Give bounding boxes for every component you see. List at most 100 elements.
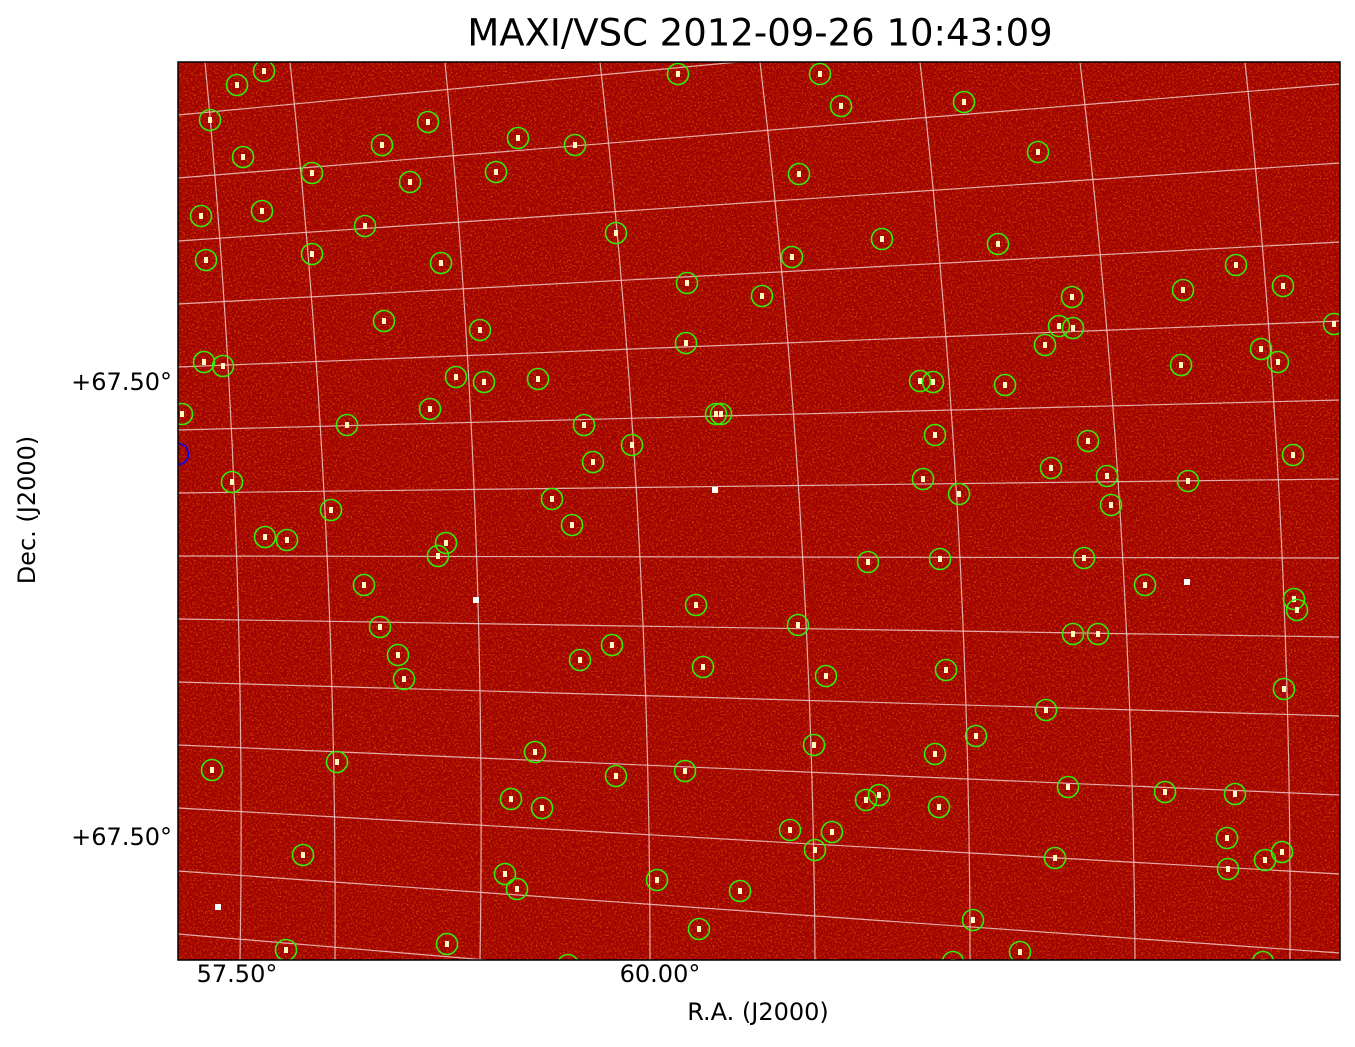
- source-circle: [472, 370, 496, 394]
- source-spot: [503, 871, 507, 877]
- source-circle: [934, 658, 958, 682]
- source-circle: [1047, 314, 1071, 338]
- source-spot: [509, 796, 513, 802]
- source-circle: [291, 843, 315, 867]
- source-circle: [911, 467, 935, 491]
- source-circle: [927, 795, 951, 819]
- source-circle: [1061, 622, 1085, 646]
- source-spot: [210, 767, 214, 773]
- source-spot: [880, 236, 884, 242]
- source-spot: [1105, 473, 1109, 479]
- source-circle: [563, 133, 587, 157]
- source-spot: [877, 792, 881, 798]
- source-circle: [808, 62, 832, 86]
- source-spot: [788, 827, 792, 833]
- grid-line: [178, 478, 1340, 494]
- source-circle: [604, 764, 628, 788]
- source-circle: [392, 667, 416, 691]
- source-spot: [830, 829, 834, 835]
- source-spot: [516, 135, 520, 141]
- source-spot: [712, 487, 718, 493]
- source-spot: [454, 374, 458, 380]
- source-spot: [694, 602, 698, 608]
- source-circle: [1153, 780, 1177, 804]
- source-spot: [582, 422, 586, 428]
- grid-line: [178, 933, 494, 960]
- source-circle: [1282, 587, 1306, 611]
- source-circle: [557, 953, 579, 960]
- source-spot: [1049, 465, 1053, 471]
- source-spot: [630, 442, 634, 448]
- source-spot: [329, 507, 333, 513]
- source-spot: [550, 496, 554, 502]
- source-circle: [484, 160, 508, 184]
- source-circle: [1095, 464, 1119, 488]
- source-spot: [697, 926, 701, 932]
- y-tick-label: +67.50°: [71, 823, 172, 851]
- source-circle: [1008, 940, 1032, 960]
- source-spot: [918, 378, 922, 384]
- source-spot: [813, 847, 817, 853]
- source-circle: [786, 613, 810, 637]
- source-spot: [685, 280, 689, 286]
- source-spot: [996, 241, 1000, 247]
- source-spot: [408, 179, 412, 185]
- source-spot: [864, 797, 868, 803]
- source-circle: [1176, 469, 1200, 493]
- source-circle: [1056, 775, 1080, 799]
- source-circle: [300, 161, 324, 185]
- source-spot: [676, 71, 680, 77]
- grid-line: [178, 62, 745, 116]
- source-circle: [253, 525, 277, 549]
- source-spot: [444, 540, 448, 546]
- source-spot: [380, 142, 384, 148]
- source-spot: [478, 327, 482, 333]
- source-spot: [199, 213, 203, 219]
- source-circle: [1034, 698, 1058, 722]
- source-circle: [1043, 846, 1067, 870]
- image-noise: [178, 62, 1340, 960]
- source-spot: [839, 103, 843, 109]
- source-spot: [566, 962, 570, 968]
- source-circle: [426, 544, 450, 568]
- source-spot: [610, 642, 614, 648]
- source-spot: [738, 888, 742, 894]
- x-tick-label: 60.00°: [620, 960, 701, 988]
- source-spot: [482, 379, 486, 385]
- sky-image: [178, 62, 1340, 968]
- source-circle: [526, 367, 550, 391]
- source-circle: [1249, 337, 1273, 361]
- source-circle: [372, 309, 396, 333]
- source-circle: [1216, 857, 1240, 881]
- source-spot: [962, 99, 966, 105]
- source-circle: [1322, 312, 1340, 336]
- source-circle: [499, 787, 523, 811]
- source-circle: [568, 648, 592, 672]
- source-circle: [829, 94, 853, 118]
- source-circle: [1086, 622, 1110, 646]
- source-spot: [1082, 555, 1086, 561]
- source-spot: [1233, 791, 1237, 797]
- source-circle: [1033, 333, 1057, 357]
- source-spot: [797, 171, 801, 177]
- source-circle: [250, 199, 274, 223]
- source-circle: [1076, 429, 1100, 453]
- source-spot: [1018, 949, 1022, 955]
- source-spot: [310, 251, 314, 257]
- source-circle: [787, 162, 811, 186]
- source-spot: [1292, 596, 1296, 602]
- source-circle: [540, 487, 564, 511]
- source-circle: [1215, 826, 1239, 850]
- source-spot: [284, 947, 288, 953]
- source-spot: [655, 877, 659, 883]
- source-spot: [1096, 631, 1100, 637]
- source-spot: [1332, 321, 1336, 327]
- source-spot: [402, 676, 406, 682]
- source-circle: [802, 733, 826, 757]
- source-spot: [933, 751, 937, 757]
- grid-line: [178, 241, 1340, 305]
- source-spot: [473, 597, 479, 603]
- source-circle: [192, 350, 216, 374]
- source-spot: [684, 340, 688, 346]
- grid-line: [1244, 62, 1291, 960]
